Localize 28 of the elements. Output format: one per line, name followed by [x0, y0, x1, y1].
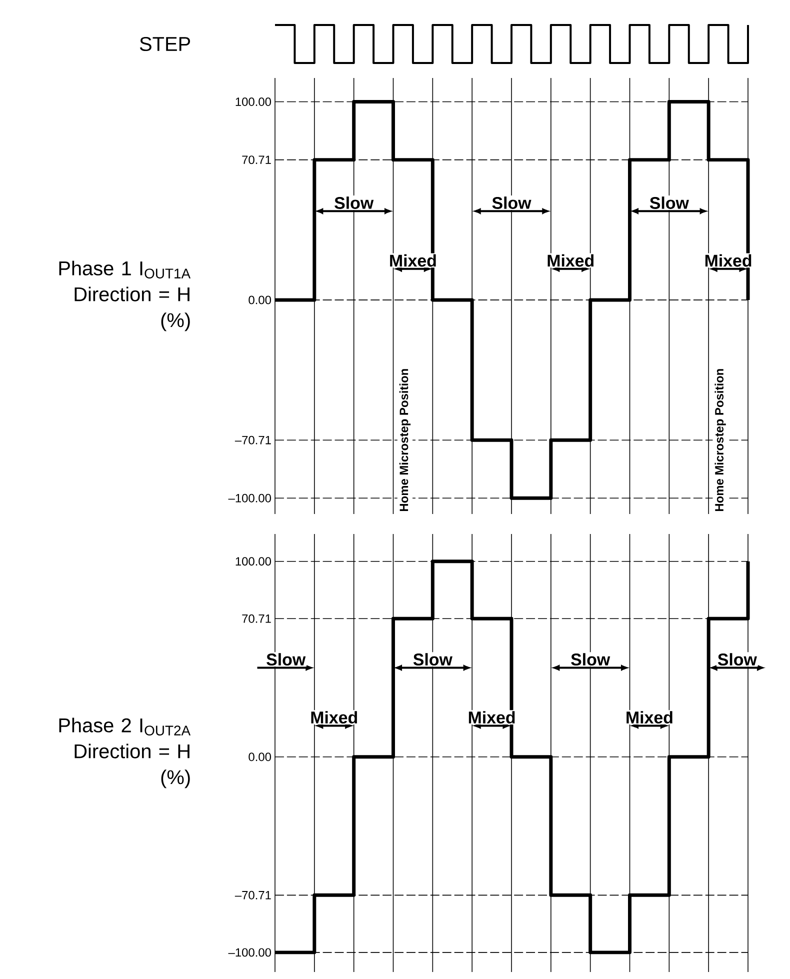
- y-tick-label: 0.00: [248, 752, 272, 762]
- annotation: Slow: [492, 196, 532, 209]
- y-tick-label: 100.00: [236, 557, 272, 566]
- y-tick-label: 70.71: [242, 156, 271, 164]
- annotation: Mixed: [626, 711, 672, 724]
- y-tick-label: –100.00: [228, 494, 272, 502]
- annotation: Slow: [650, 196, 689, 209]
- annotation: Home Microstep Position: [399, 369, 411, 511]
- y-tick-label: 70.71: [242, 614, 271, 623]
- annotation: Mixed: [705, 254, 752, 267]
- annotation: Slow: [718, 653, 757, 666]
- y-tick-label: –70.71: [234, 890, 271, 900]
- annotation: Slow: [571, 653, 610, 666]
- y-axis-title: STEP: [140, 36, 190, 52]
- annotation: Slow: [266, 653, 306, 666]
- y-axis-title: Phase 1 I$_{OUT1A}$ Direction = H (%): [59, 260, 191, 332]
- y-axis-title: Phase 2 I$_{OUT2A}$ Direction = H (%): [59, 718, 191, 788]
- annotation: Home Microstep Position: [714, 369, 726, 511]
- y-tick-label: 100.00: [236, 98, 272, 106]
- annotation: Slow: [413, 653, 452, 666]
- annotation: Mixed: [468, 711, 515, 724]
- annotation: Mixed: [390, 254, 436, 267]
- annotation: Mixed: [548, 254, 594, 267]
- y-tick-label: –100.00: [228, 948, 272, 957]
- y-tick-label: –70.71: [234, 436, 271, 444]
- annotation: Slow: [334, 196, 374, 209]
- y-tick-label: 0.00: [248, 296, 272, 304]
- annotation: Mixed: [311, 711, 358, 724]
